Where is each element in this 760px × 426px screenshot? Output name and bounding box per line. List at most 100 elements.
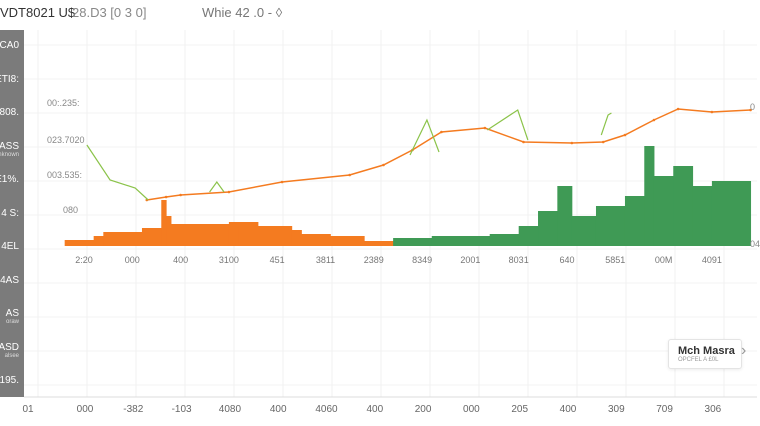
green-bar	[711, 181, 752, 246]
bottom-tick-label: 400	[366, 404, 383, 415]
x-tick-label: 400	[173, 255, 188, 265]
orange-point	[710, 110, 714, 114]
x-tick-label: 451	[270, 255, 285, 265]
bottom-tick-label: 000	[77, 404, 94, 415]
sidebar-item[interactable]: 195.	[0, 375, 19, 386]
orange-point	[652, 118, 656, 122]
sidebar-item-label: CA0	[0, 40, 19, 51]
x-tick-label: 8349	[412, 255, 432, 265]
orange-bar	[291, 230, 302, 246]
orange-bar	[170, 224, 230, 246]
sidebar-item-label: ASS	[0, 140, 19, 152]
green-bar	[595, 206, 626, 246]
bottom-tick-label: 309	[608, 404, 625, 415]
x-tick-label: 2001	[460, 255, 480, 265]
chevron-right-icon[interactable]: ›	[741, 342, 747, 359]
sidebar-item[interactable]: AS oraw	[6, 308, 19, 325]
x-tick-label: 00M	[655, 255, 673, 265]
sidebar-item[interactable]: 4 S:	[1, 208, 19, 219]
green-line	[409, 118, 440, 156]
sidebar-item-label: 44AS	[0, 274, 19, 286]
y-label: 003.535:	[47, 170, 82, 180]
y-label: 00:.235:	[47, 98, 80, 108]
bottom-tick-label: 709	[656, 404, 673, 415]
orange-point	[348, 173, 351, 177]
sidebar-item-label: 808.	[0, 107, 19, 118]
orange-bar	[166, 216, 172, 246]
orange-bar	[238, 226, 293, 246]
green-line	[209, 180, 225, 193]
sidebar-item[interactable]: 808.	[0, 107, 19, 118]
green-bar	[393, 238, 433, 246]
orange-point	[164, 195, 168, 199]
orange-point	[676, 107, 680, 111]
sidebar-item[interactable]: ASD alsee	[0, 342, 19, 359]
sidebar-item[interactable]: CA0	[0, 40, 19, 51]
sidebar-item-label: 195.	[0, 375, 19, 386]
x-tick-label: 5851	[605, 255, 625, 265]
bottom-tick-label: 205	[511, 404, 528, 415]
green-bar	[431, 236, 491, 246]
bottom-tick-label: -382	[123, 404, 143, 415]
sidebar-item-label: AS	[5, 308, 19, 319]
bottom-tick-label: 4080	[219, 404, 242, 415]
green-bar	[624, 196, 645, 246]
x-tick-label: 3100	[219, 255, 239, 265]
orange-point	[749, 108, 752, 112]
x-tick-label: 4091	[702, 255, 722, 265]
green-bar	[571, 216, 597, 246]
green-bar	[518, 226, 539, 246]
orange-bar	[64, 240, 95, 246]
legend-sub: OPCFEL A £0L	[678, 357, 719, 363]
x-tick-label: 3811	[316, 255, 335, 265]
bottom-tick-label: 200	[415, 404, 432, 415]
right-label: 04	[750, 239, 760, 249]
sidebar: CA0 ETI8: 808. ASSunknown E1%. 4 S: 4EL 44AS ASo…	[0, 30, 24, 397]
right-label: 0	[750, 102, 755, 112]
sidebar-item-label: ASD	[0, 341, 19, 353]
bottom-tick-label: 306	[705, 404, 722, 415]
green-bar	[692, 186, 713, 246]
sidebar-item-sub: unknown	[0, 151, 19, 158]
sidebar-item[interactable]: 44AS	[0, 275, 19, 286]
orange-bar	[93, 236, 104, 246]
y-label: 080	[63, 205, 78, 215]
sidebar-item-sub: oraw	[5, 319, 19, 325]
sidebar-item-sub: alsee	[4, 352, 19, 359]
y-label: 023.7020	[47, 135, 85, 145]
chart-title: VDT8021 U$	[0, 5, 76, 20]
orange-point	[483, 126, 487, 130]
sidebar-item[interactable]: 4EL	[1, 241, 19, 252]
sidebar-item[interactable]: ASSunknown	[0, 141, 19, 158]
sidebar-item[interactable]: E1%.	[0, 174, 19, 185]
bottom-tick-label: 01	[22, 404, 34, 415]
sidebar-item-label: 4EL	[1, 241, 19, 252]
green-line	[486, 109, 529, 141]
sidebar-item-label: E1%.	[0, 174, 19, 185]
green-bar	[673, 166, 694, 246]
orange-point	[623, 133, 627, 137]
orange-point	[382, 163, 385, 167]
orange-bar	[141, 228, 162, 246]
sidebar-item[interactable]: ETI8:	[0, 74, 19, 85]
orange-point	[179, 193, 182, 197]
sidebar-item-label: ETI8:	[0, 73, 19, 85]
green-bar	[489, 234, 520, 246]
legend-card[interactable]: Mch Masra OPCFEL A £0L	[668, 339, 742, 369]
bottom-tick-label: 000	[463, 404, 480, 415]
orange-point	[601, 140, 605, 144]
orange-point	[227, 190, 231, 194]
x-tick-label: 2389	[364, 255, 384, 265]
sidebar-item-label: 4 S:	[1, 207, 19, 219]
orange-bar	[161, 200, 167, 246]
chart-info: Whie 42 .0 - ◊	[202, 5, 283, 20]
chart-subtitle: 28.D3 [0 3 0]	[72, 5, 147, 20]
green-bar	[557, 186, 573, 246]
legend-name: Mch Masra	[678, 345, 735, 357]
bottom-tick-label: -103	[172, 404, 192, 415]
orange-bar	[301, 234, 331, 246]
orange-bar	[364, 241, 394, 246]
green-bar	[538, 211, 558, 246]
bottom-tick-label: 4060	[315, 404, 338, 415]
